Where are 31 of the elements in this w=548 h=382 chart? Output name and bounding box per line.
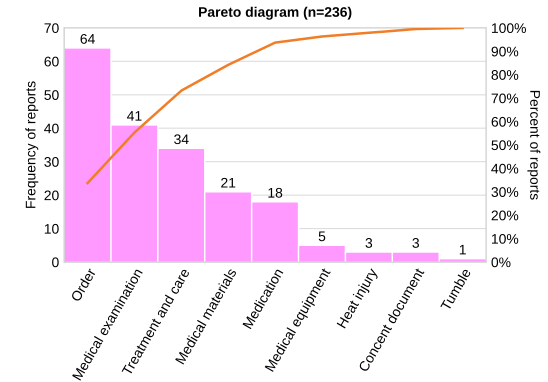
y2-tick-label: 60% (492, 116, 518, 127)
y-tick-label: 70 (44, 23, 59, 34)
y2-tick-label: 50% (491, 140, 518, 150)
y2-tick-label: 70% (492, 93, 518, 104)
chart-title: Pareto diagram (n=236) (199, 6, 352, 20)
y-tick-label: 20 (44, 190, 59, 200)
y2-tick-label: 100% (492, 23, 526, 34)
y2-axis-title: Percent of reports (527, 90, 540, 200)
y-tick-label: 60 (44, 56, 59, 67)
y2-tick-label: 40% (491, 164, 518, 174)
data-label: 5 (318, 232, 326, 242)
y2-tick-label: 30% (491, 187, 518, 197)
y-tick-label: 0 (52, 257, 59, 268)
y-tick-label: 30 (44, 157, 59, 167)
y2-tick-label: 80% (492, 70, 518, 80)
y-tick-label: 50 (44, 90, 59, 100)
data-label: 18 (268, 188, 282, 198)
data-label: 41 (127, 111, 142, 121)
data-label: 1 (460, 244, 466, 254)
y-tick-label: 10 (44, 224, 59, 234)
y2-tick-label: 10% (492, 234, 518, 244)
data-label: 21 (221, 178, 236, 188)
data-label: 34 (174, 134, 189, 144)
y-tick-label: 40 (44, 124, 59, 134)
y-axis-title: Frequency of reports (25, 81, 38, 208)
y2-tick-label: 20% (492, 210, 518, 220)
data-label: 3 (366, 238, 372, 248)
data-label: 64 (80, 34, 95, 44)
data-label: 3 (412, 238, 419, 248)
y2-tick-label: 0% (491, 257, 511, 268)
y2-tick-label: 90% (492, 46, 518, 56)
